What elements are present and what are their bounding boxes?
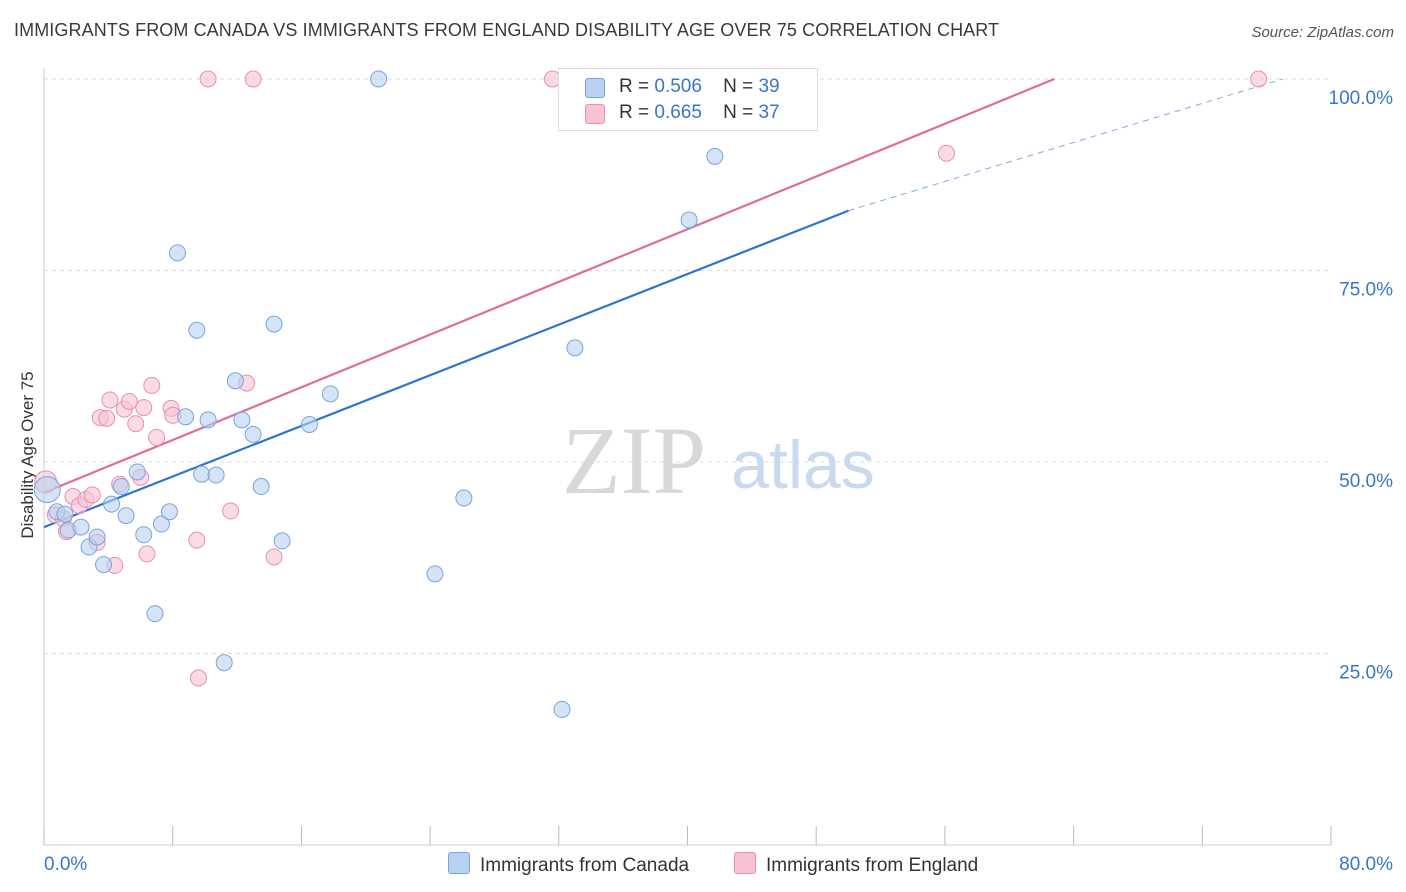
canada-point [103, 495, 121, 513]
england-point [199, 70, 217, 88]
canada-point [146, 605, 164, 623]
canada-point [244, 425, 262, 443]
gridlines [44, 78, 1331, 654]
legend-r-value-canada: 0.506 [654, 76, 702, 97]
canada-point [273, 532, 291, 550]
x-tick-label: 0.0% [44, 854, 87, 875]
england-point [1250, 70, 1268, 88]
y-tick-label: 50.0% [1339, 471, 1393, 492]
bottom-legend-label-england: Immigrants from England [766, 855, 979, 876]
england-point [143, 376, 161, 394]
canada-point [426, 565, 444, 583]
canada-point [706, 147, 724, 165]
england-point [244, 70, 262, 88]
canada-point [252, 478, 270, 496]
y-tick-label: 100.0% [1329, 88, 1394, 109]
y-tick-label: 75.0% [1339, 280, 1393, 301]
england-point [98, 409, 116, 427]
legend-r-label: R = [619, 102, 650, 123]
legend-swatch-canada [585, 78, 605, 98]
bottom-legend-england: Immigrants from England [734, 852, 978, 877]
canada-point [199, 411, 217, 429]
canada-point [160, 503, 178, 521]
england-point [189, 669, 207, 687]
canada-point [265, 315, 283, 333]
england-point [222, 502, 240, 520]
canada-point [135, 526, 153, 544]
canada-point [128, 463, 146, 481]
legend-n-value-canada: 39 [758, 76, 780, 97]
canada-point [215, 654, 233, 672]
bottom-legend-label-canada: Immigrants from Canada [480, 855, 690, 876]
canada-points [33, 70, 724, 718]
england-point [148, 428, 166, 446]
legend-swatch-england [585, 104, 605, 124]
england-points [34, 70, 1268, 687]
legend-r-label: R = [619, 76, 650, 97]
watermark-zip: ZIP [562, 407, 706, 514]
tick-labels: 25.0% 50.0% 75.0% 100.0% 0.0% 80.0% [44, 88, 1393, 875]
england-point [188, 531, 206, 549]
canada-point [193, 465, 211, 483]
canada-point [455, 489, 473, 507]
england-point [938, 144, 956, 162]
canada-point [117, 507, 135, 525]
canada-trendline-extension [848, 78, 1283, 212]
bottom-legend-swatch-england [734, 852, 756, 874]
canada-point [207, 466, 225, 484]
england-point [83, 486, 101, 504]
legend-n-label: N = [723, 102, 754, 123]
canada-point [112, 478, 130, 496]
canada-point [680, 211, 698, 229]
canada-trendline [43, 209, 849, 529]
y-tick-label: 25.0% [1339, 663, 1393, 684]
canada-point [370, 70, 388, 88]
canada-point [169, 244, 187, 262]
source-label: Source: ZipAtlas.com [1251, 24, 1394, 41]
canada-point [553, 700, 571, 718]
legend-r-value-england: 0.665 [654, 102, 702, 123]
england-point [138, 545, 156, 563]
canada-point [233, 411, 251, 429]
england-point [135, 399, 153, 417]
bottom-legend-swatch-canada [448, 852, 470, 874]
canada-point [95, 556, 113, 574]
stats-legend: R = 0.506 N = 39 R = 0.665 N = 37 [558, 68, 818, 131]
bottom-legend-canada: Immigrants from Canada [448, 852, 689, 877]
canada-point [56, 505, 74, 523]
canada-point [300, 415, 318, 433]
england-point [127, 415, 145, 433]
canada-point [226, 372, 244, 390]
england-point [265, 548, 283, 566]
england-trendline [43, 77, 1055, 494]
legend-n-label: N = [723, 76, 754, 97]
chart-title: IMMIGRANTS FROM CANADA VS IMMIGRANTS FRO… [14, 20, 1000, 40]
england-point [101, 391, 119, 409]
canada-point [177, 408, 195, 426]
axes [43, 68, 1332, 846]
x-tick-label: 80.0% [1339, 854, 1393, 875]
canada-point [88, 528, 106, 546]
legend-n-value-england: 37 [758, 102, 780, 123]
canada-point [152, 515, 170, 533]
england-point [120, 392, 138, 410]
watermark-atlas: atlas [731, 427, 875, 503]
canada-point [33, 476, 61, 504]
canada-point [188, 321, 206, 339]
canada-point [321, 385, 339, 403]
canada-point [72, 518, 90, 536]
canada-point [566, 339, 584, 357]
